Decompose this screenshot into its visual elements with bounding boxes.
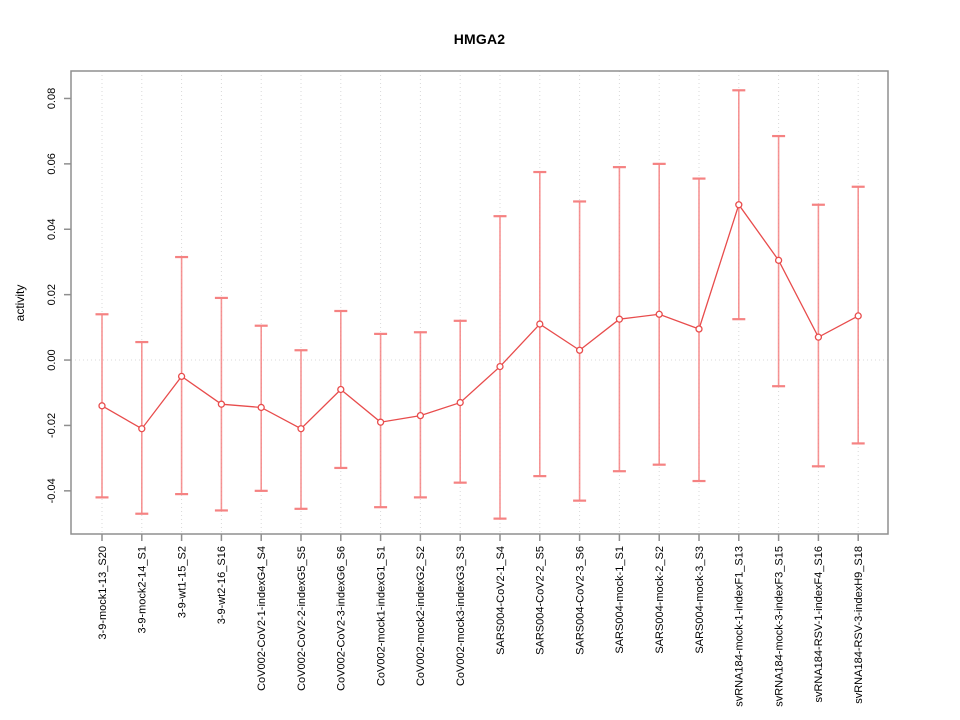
data-point — [138, 425, 146, 433]
x-tick-label: 3-9-wt2-16_S16 — [216, 546, 228, 624]
x-tick-label: SARS004-mock-2_S2 — [654, 546, 666, 654]
y-tick-label: -0.04 — [46, 478, 58, 503]
x-tick-label: CoV002-CoV2-2-indexG5_S5 — [296, 546, 308, 691]
data-point — [376, 418, 385, 426]
x-tick-label: SARS004-CoV2-3_S6 — [574, 546, 586, 655]
plot-frame — [70, 70, 889, 535]
x-tick-label: svRNA184-RSV-1-indexF4_S16 — [813, 546, 825, 703]
y-tick-label: 0.04 — [46, 219, 58, 240]
data-point — [98, 402, 106, 410]
x-tick-label: svRNA184-RSV-3-indexH9_S18 — [853, 546, 865, 704]
chart-title: HMGA2 — [453, 31, 506, 47]
data-point — [575, 346, 584, 354]
data-point — [536, 320, 544, 328]
data-point — [655, 310, 663, 318]
x-tick-label: svRNA184-mock-3-indexF3_S15 — [773, 546, 785, 707]
y-tick-label: -0.02 — [46, 413, 58, 438]
y-tick-label: 0.08 — [46, 88, 58, 109]
data-point — [695, 325, 703, 333]
data-point — [177, 372, 186, 381]
data-point — [774, 256, 783, 264]
x-tick-label: 3-9-wt1-15_S2 — [176, 546, 188, 618]
x-tick-label: CoV002-CoV2-1-indexG4_S4 — [256, 546, 268, 691]
data-point — [854, 312, 862, 320]
x-tick-label: CoV002-CoV2-3-indexG6_S6 — [336, 546, 348, 691]
y-tick-label: 0.02 — [46, 284, 58, 305]
x-tick-label: CoV002-mock3-indexG3_S3 — [455, 546, 467, 686]
x-tick-label: CoV002-mock1-indexG1_S1 — [375, 546, 387, 686]
y-tick-label: 0.00 — [46, 349, 58, 370]
x-tick-label: SARS004-mock-1_S1 — [614, 546, 626, 654]
data-point — [297, 425, 305, 433]
data-point — [416, 411, 425, 420]
x-tick-label: svRNA184-mock-1-indexF1_S13 — [734, 546, 746, 707]
x-tick-label: SARS004-mock-3_S3 — [694, 546, 706, 654]
data-point — [257, 403, 265, 412]
x-tick-label: SARS004-CoV2-2_S5 — [535, 546, 547, 655]
data-point — [735, 201, 743, 209]
data-point — [337, 385, 345, 394]
data-point — [456, 398, 464, 407]
x-tick-label: 3-9-mock1-13_S20 — [97, 546, 109, 640]
x-tick-label: 3-9-mock2-14_S1 — [137, 546, 149, 633]
data-point — [217, 400, 226, 408]
data-point — [496, 362, 504, 371]
x-tick-label: CoV002-mock2-indexG2_S2 — [415, 546, 427, 686]
data-point — [814, 333, 823, 341]
data-point — [615, 315, 624, 323]
series-line — [101, 203, 859, 430]
y-tick-label: 0.06 — [46, 153, 58, 174]
x-tick-label: SARS004-CoV2-1_S4 — [495, 546, 507, 655]
